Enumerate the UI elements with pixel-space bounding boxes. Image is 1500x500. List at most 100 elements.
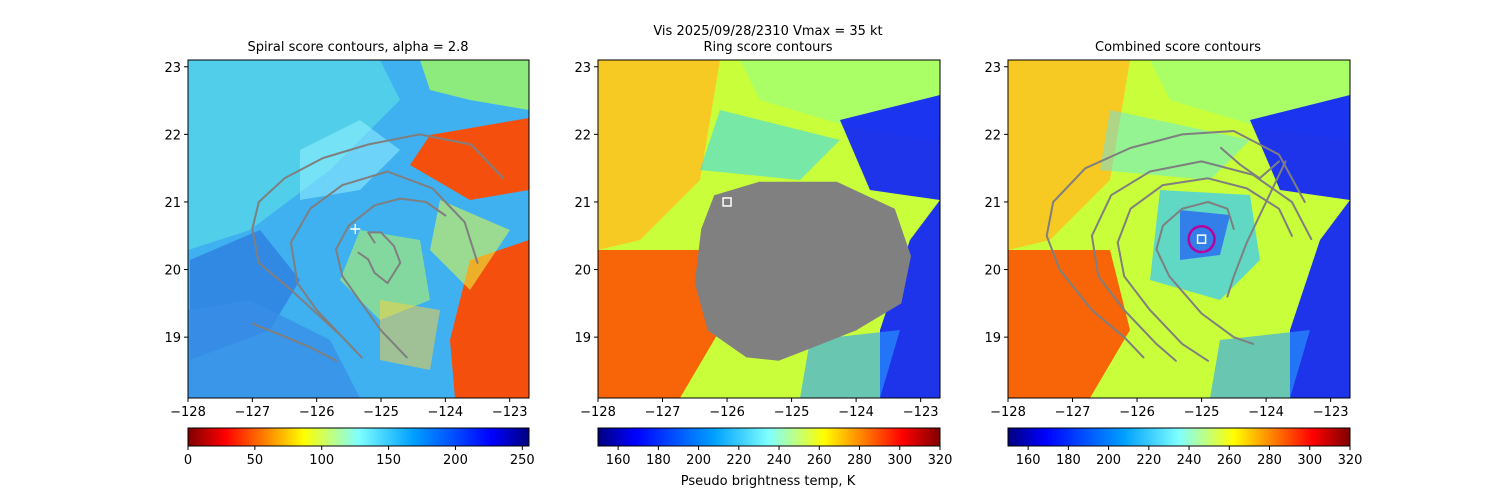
panel-spiral-frame <box>187 59 530 399</box>
colorbar-tick-label: 50 <box>247 453 264 468</box>
image-region <box>340 230 430 320</box>
x-tick-label: −127 <box>234 405 270 420</box>
x-tick-label: −128 <box>170 405 206 420</box>
colorbar: 0 50 100 150 200 250 <box>184 427 535 468</box>
image-region <box>188 300 360 398</box>
image-region <box>300 120 400 200</box>
y-tick-label: 20 <box>164 264 181 279</box>
score-contour-line <box>1155 201 1255 345</box>
y-tick-label: 20 <box>984 264 1001 279</box>
marker-group <box>1187 224 1216 254</box>
y-tick-label: 22 <box>164 128 181 143</box>
score-contour-line <box>1090 160 1313 362</box>
panel-spiral-title: Spiral score contours, alpha = 2.8 <box>247 40 468 55</box>
score-contour-line <box>1116 177 1293 362</box>
contour-group <box>1045 130 1313 362</box>
y-tick-label: 22 <box>574 128 591 143</box>
center-marker-plus <box>350 224 361 234</box>
colorbar-tick-label: 280 <box>1257 453 1282 468</box>
axis-ticks: −128 −127 −126 −125 −124 −123 19 20 21 22 23 <box>984 61 1348 420</box>
panel-spiral-image <box>188 60 529 398</box>
colorbar-tick-label: 300 <box>887 453 912 468</box>
colorbar-tick-label: 100 <box>309 453 334 468</box>
x-tick-label: −124 <box>1248 405 1284 420</box>
image-region <box>840 95 940 200</box>
y-tick-label: 22 <box>984 128 1001 143</box>
contour-group <box>251 133 505 362</box>
x-tick-label: −126 <box>1119 405 1155 420</box>
y-tick-label: 21 <box>574 196 591 211</box>
figure-suptitle: Vis 2025/09/28/2310 Vmax = 35 kt <box>653 24 882 39</box>
colorbar-bar <box>597 427 941 447</box>
center-marker-square <box>1196 234 1207 244</box>
colorbar: 160 180 200 220 240 260 280 300 320 <box>1007 427 1363 468</box>
panel-combined-title: Combined score contours <box>1095 40 1261 55</box>
image-region <box>1008 250 1130 398</box>
colorbar-label: Pseudo brightness temp, K <box>681 474 856 489</box>
image-region <box>598 250 720 398</box>
center-marker-square <box>722 197 732 207</box>
image-region <box>700 110 840 180</box>
image-region <box>1250 95 1350 200</box>
colorbar-tick-label: 260 <box>1217 453 1242 468</box>
image-region <box>1210 330 1310 398</box>
colorbar-tick-label: 320 <box>928 453 953 468</box>
image-region <box>380 300 440 370</box>
marker-group <box>722 197 732 207</box>
y-tick-label: 23 <box>574 61 591 76</box>
colorbar-tick-label: 240 <box>767 453 792 468</box>
score-contour-line <box>357 231 402 285</box>
colorbar-tick-label: 220 <box>726 453 751 468</box>
panel-spiral: Spiral score contours, alpha = 2.8 −128 −… <box>164 40 534 468</box>
image-region <box>880 200 940 398</box>
panel-combined-frame <box>1007 59 1351 399</box>
score-contour-line <box>289 170 479 352</box>
y-tick-label: 19 <box>574 331 591 346</box>
x-tick-label: −127 <box>645 405 681 420</box>
colorbar-tick-label: 150 <box>376 453 401 468</box>
y-tick-label: 23 <box>984 61 1001 76</box>
panel-combined-image <box>1008 60 1350 398</box>
x-tick-label: −126 <box>299 405 335 420</box>
score-contour-line <box>1045 130 1306 359</box>
colorbar-tick-label: 240 <box>1177 453 1202 468</box>
y-tick-label: 21 <box>164 196 181 211</box>
x-tick-label: −128 <box>580 405 616 420</box>
y-tick-label: 21 <box>984 196 1001 211</box>
colorbar-tick-label: 320 <box>1338 453 1363 468</box>
x-tick-label: −128 <box>990 405 1026 420</box>
score-contour-line <box>1219 146 1280 180</box>
x-tick-label: −126 <box>709 405 745 420</box>
x-tick-label: −123 <box>903 405 939 420</box>
colorbar-bar <box>1007 427 1351 447</box>
x-tick-label: −123 <box>492 405 528 420</box>
y-tick-label: 19 <box>984 331 1001 346</box>
colorbar-tick-label: 200 <box>686 453 711 468</box>
panel-combined: Combined score contours −128 −127 −126 −125… <box>984 40 1362 468</box>
image-region <box>420 60 529 110</box>
x-tick-label: −125 <box>363 405 399 420</box>
x-tick-label: −124 <box>427 405 463 420</box>
image-region <box>1008 60 1130 250</box>
score-contour-line <box>251 133 505 359</box>
colorbar-tick-label: 160 <box>1016 453 1041 468</box>
y-tick-label: 20 <box>574 264 591 279</box>
marker-group <box>350 224 361 234</box>
colorbar-tick-label: 200 <box>443 453 468 468</box>
panel-ring: Ring score contours −128 −127 −126 −125 −124… <box>574 40 952 468</box>
colorbar-tick-label: 200 <box>1096 453 1121 468</box>
score-contour-line <box>251 322 337 362</box>
score-contour-line <box>335 197 447 359</box>
x-tick-label: −124 <box>838 405 874 420</box>
x-tick-label: −125 <box>1184 405 1220 420</box>
center-circle <box>1187 224 1216 254</box>
colorbar: 160 180 200 220 240 260 280 300 320 <box>597 427 953 468</box>
x-tick-label: −127 <box>1055 405 1091 420</box>
score-contour-line <box>1226 160 1287 298</box>
x-tick-label: −123 <box>1313 405 1349 420</box>
image-region <box>800 330 900 398</box>
colorbar-tick-label: 0 <box>184 453 192 468</box>
colorbar-tick-label: 180 <box>1056 453 1081 468</box>
x-tick-label: −125 <box>774 405 810 420</box>
